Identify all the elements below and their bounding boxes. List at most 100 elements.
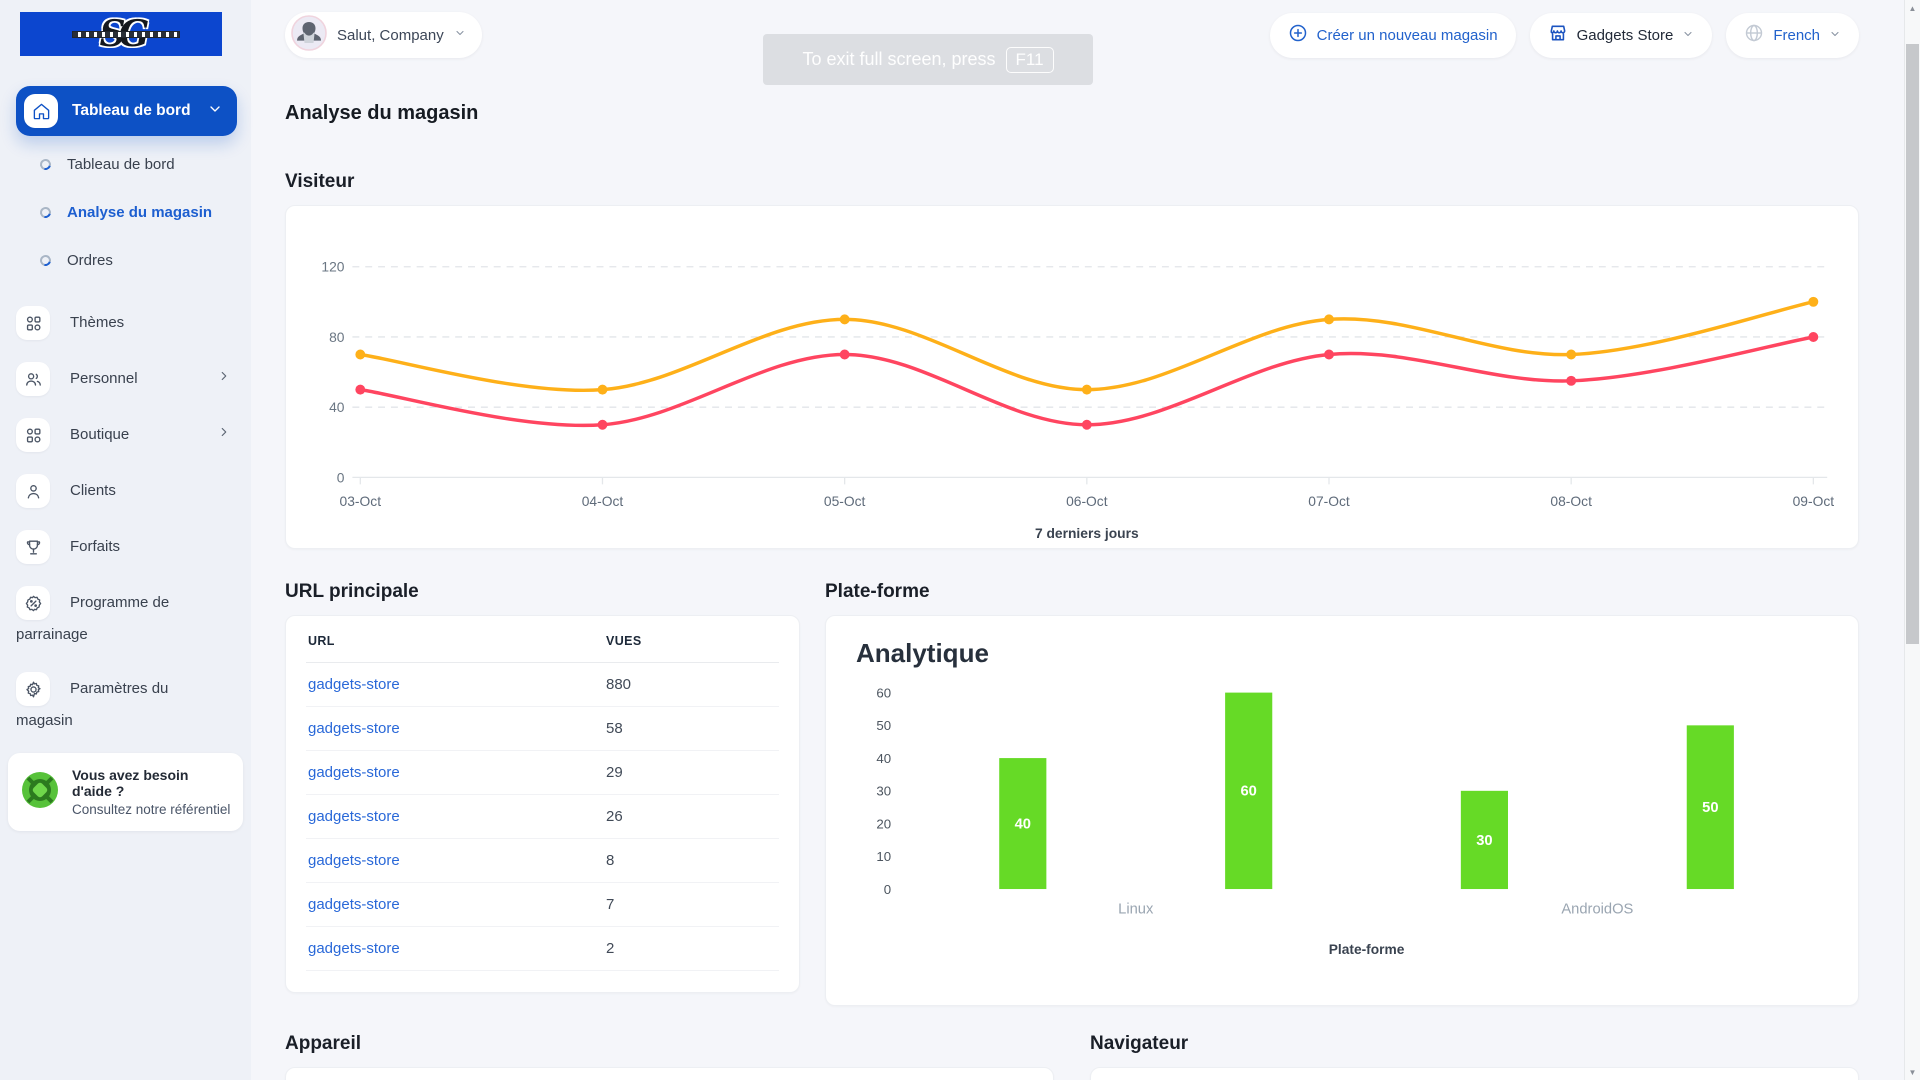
table-row: gadgets-store 8 (306, 838, 779, 883)
page-scrollbar[interactable] (1904, 0, 1920, 1080)
grid-icon (16, 418, 50, 452)
scrollbar-thumb[interactable] (1906, 44, 1919, 644)
table-row: gadgets-store 7 (306, 882, 779, 927)
sidebar-item-clients[interactable]: Clients (0, 463, 251, 519)
sidebar-sub-nav: Tableau de bord Analyse du magasin Ordre… (0, 140, 251, 284)
badge-percent-icon (16, 586, 50, 620)
table-row: gadgets-store 29 (306, 750, 779, 795)
svg-text:20: 20 (876, 816, 891, 831)
platform-heading: Plate-forme (825, 581, 930, 602)
bullet-ring-icon (37, 252, 54, 268)
views-column-header: VUES (604, 616, 779, 663)
browser-card (1090, 1067, 1859, 1080)
svg-text:40: 40 (1015, 816, 1031, 832)
help-card[interactable]: Vous avez besoin d'aide ? Consultez notr… (8, 753, 243, 831)
views-value: 880 (604, 662, 779, 707)
sidebar-item-label: Ordres (67, 251, 113, 269)
url-link[interactable]: gadgets-store (308, 808, 400, 825)
svg-text:08-Oct: 08-Oct (1550, 493, 1592, 509)
sidebar-item-boutique[interactable]: Boutique (0, 407, 251, 463)
store-selector-label: Gadgets Store (1576, 26, 1674, 44)
topbar: Salut, Company Créer un nouveau magasin … (285, 12, 1859, 58)
views-value: 2 (604, 926, 779, 971)
home-icon (24, 94, 58, 128)
url-link[interactable]: gadgets-store (308, 852, 400, 869)
chevron-down-icon (454, 26, 466, 44)
help-text: Vous avez besoin d'aide ? Consultez notr… (72, 767, 231, 817)
scrollbar-down-arrow-icon[interactable] (1905, 1064, 1920, 1080)
app-logo[interactable]: SG (20, 12, 222, 56)
svg-text:80: 80 (329, 329, 345, 345)
sidebar-item-label: Clients (70, 481, 116, 499)
sidebar-group-dashboard[interactable]: Tableau de bord (16, 86, 237, 136)
table-row: gadgets-store 880 (306, 662, 779, 707)
visitors-chart-card: 120 80 40 0 03-Oct 04-Oct 05-Oct 06-Oct 07-Oct 08… (285, 205, 1859, 549)
sidebar-item-themes[interactable]: Thèmes (0, 295, 251, 351)
table-row: gadgets-store 26 (306, 794, 779, 839)
analytics-row: URL principale URL VUES gadgets-store 880… (285, 581, 1859, 1006)
views-value: 58 (604, 706, 779, 751)
chevron-right-icon (217, 364, 231, 394)
language-selector[interactable]: French (1726, 12, 1859, 58)
svg-text:03-Oct: 03-Oct (340, 493, 382, 509)
url-link[interactable]: gadgets-store (308, 720, 400, 737)
sidebar-item-label: Personnel (70, 369, 138, 387)
svg-text:0: 0 (337, 469, 345, 485)
sidebar-item-parametres-du-magasin[interactable]: Paramètres du magasin (0, 661, 251, 747)
svg-text:09-Oct: 09-Oct (1793, 493, 1835, 509)
sidebar-item-forfaits[interactable]: Forfaits (0, 519, 251, 575)
chevron-right-icon (217, 420, 231, 450)
device-card (285, 1067, 1054, 1080)
page-title: Analyse du magasin (285, 102, 479, 124)
grid-icon (16, 306, 50, 340)
user-menu[interactable]: Salut, Company (285, 12, 482, 58)
sidebar-item-ordres[interactable]: Ordres (0, 236, 251, 284)
svg-text:07-Oct: 07-Oct (1308, 493, 1350, 509)
svg-text:120: 120 (321, 259, 344, 275)
device-section: Appareil (285, 1033, 1054, 1080)
url-link[interactable]: gadgets-store (308, 764, 400, 781)
fullscreen-toast-key: F11 (1005, 46, 1054, 73)
logo-banner (72, 31, 180, 38)
sidebar-item-analyse-du-magasin[interactable]: Analyse du magasin (0, 188, 251, 236)
device-heading: Appareil (285, 1033, 362, 1054)
url-link[interactable]: gadgets-store (308, 896, 400, 913)
bullet-ring-icon (37, 156, 54, 172)
top-urls-section: URL principale URL VUES gadgets-store 880… (285, 581, 800, 993)
table-row: gadgets-store 58 (306, 706, 779, 751)
sidebar-item-label: Forfaits (70, 537, 121, 555)
svg-text:05-Oct: 05-Oct (824, 493, 866, 509)
store-selector[interactable]: Gadgets Store (1529, 12, 1713, 58)
svg-text:30: 30 (1476, 833, 1492, 849)
views-value: 7 (604, 882, 779, 927)
fullscreen-toast-text: To exit full screen, press (802, 49, 996, 69)
main-content: To exit full screen, press F11 Salut, Co… (251, 0, 1904, 1080)
create-store-button[interactable]: Créer un nouveau magasin (1269, 12, 1516, 58)
svg-text:30: 30 (876, 784, 891, 799)
user-icon (16, 474, 50, 508)
sidebar-item-label: Programme de parrainage (16, 593, 170, 643)
scrollbar-up-arrow-icon[interactable] (1905, 0, 1920, 16)
url-column-header: URL (306, 616, 604, 663)
svg-text:40: 40 (329, 399, 345, 415)
url-link[interactable]: gadgets-store (308, 676, 400, 693)
sidebar-item-label: Boutique (70, 425, 130, 443)
svg-text:AndroidOS: AndroidOS (1561, 902, 1633, 918)
url-link[interactable]: gadgets-store (308, 940, 400, 957)
sidebar-item-personnel[interactable]: Personnel (0, 351, 251, 407)
chevron-down-icon (1829, 27, 1841, 44)
bullet-ring-icon (37, 204, 54, 220)
platform-chart-card: Analytique 0 10 20 30 40 50 60 40 60 Linux 30 50 And… (825, 615, 1859, 1006)
sidebar-main-nav: Thèmes Personnel Boutique Clients (0, 295, 251, 747)
sidebar-item-programme-de-parrainage[interactable]: Programme de parrainage (0, 575, 251, 661)
users-icon (16, 362, 50, 396)
svg-text:0: 0 (884, 882, 891, 897)
table-row: gadgets-store 2 (306, 926, 779, 971)
help-subtitle: Consultez notre référentiel (72, 802, 231, 817)
browser-heading: Navigateur (1090, 1033, 1189, 1054)
svg-text:50: 50 (876, 718, 891, 733)
sidebar-item-label: Tableau de bord (67, 155, 175, 173)
sidebar-group-label: Tableau de bord (72, 102, 191, 119)
chevron-down-icon (1682, 27, 1694, 44)
sidebar-item-tableau-de-bord[interactable]: Tableau de bord (0, 140, 251, 188)
